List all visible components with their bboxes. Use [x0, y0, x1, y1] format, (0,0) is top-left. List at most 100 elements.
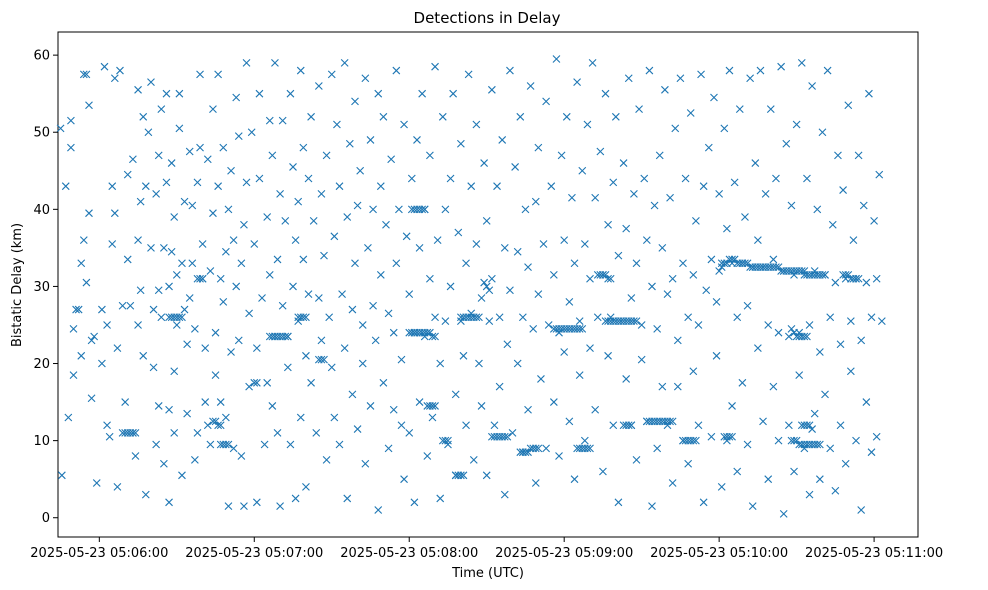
data-point-x-marker — [661, 85, 669, 94]
data-point-x-marker — [389, 328, 398, 337]
data-point-x-marker — [144, 128, 153, 137]
data-points — [56, 55, 886, 518]
data-point-x-marker — [490, 421, 499, 430]
data-point-x-marker — [549, 270, 558, 279]
data-point-x-marker — [85, 209, 93, 218]
data-point-x-marker — [265, 270, 274, 279]
data-point-x-marker — [252, 344, 261, 352]
data-point-x-marker — [103, 421, 111, 430]
data-point-x-marker — [524, 405, 532, 414]
data-point-x-marker — [214, 70, 223, 79]
data-point-x-marker — [774, 436, 783, 445]
data-point-x-marker — [134, 321, 142, 329]
data-point-x-marker — [180, 305, 189, 314]
data-point-x-marker — [493, 182, 501, 191]
data-point-x-marker — [309, 217, 318, 225]
data-point-x-marker — [77, 259, 86, 268]
data-point-x-marker — [619, 159, 628, 167]
data-point-x-marker — [299, 143, 308, 152]
data-point-x-marker — [480, 159, 489, 167]
data-point-x-marker — [348, 305, 357, 314]
data-point-x-marker — [136, 286, 145, 295]
data-point-x-marker — [283, 332, 292, 341]
data-point-x-marker — [110, 74, 119, 83]
data-point-x-marker — [725, 432, 734, 441]
data-point-x-marker — [648, 502, 656, 511]
data-point-x-marker — [400, 120, 408, 129]
data-point-x-marker — [327, 70, 336, 79]
data-point-x-marker — [407, 174, 416, 183]
data-point-x-marker — [593, 313, 602, 322]
data-point-x-marker — [325, 313, 334, 322]
data-point-x-marker — [743, 259, 752, 268]
data-point-x-marker — [165, 498, 173, 507]
data-point-x-marker — [805, 321, 814, 329]
data-point-x-marker — [766, 105, 775, 113]
data-point-x-marker — [862, 278, 871, 287]
data-point-x-marker — [583, 444, 592, 453]
data-point-x-marker — [725, 66, 734, 75]
data-point-x-marker — [283, 363, 292, 372]
data-point-x-marker — [209, 209, 217, 218]
data-point-x-marker — [299, 255, 308, 264]
data-point-x-marker — [196, 70, 204, 79]
data-point-x-marker — [867, 448, 876, 457]
data-point-x-marker — [175, 124, 184, 133]
data-point-x-marker — [431, 313, 439, 322]
data-point-x-marker — [599, 270, 607, 279]
data-point-x-marker — [547, 182, 556, 191]
data-point-x-marker — [175, 89, 184, 98]
data-point-x-marker — [513, 359, 522, 368]
data-point-x-marker — [364, 243, 372, 252]
data-point-x-marker — [668, 479, 677, 487]
data-point-x-marker — [738, 378, 747, 387]
data-point-x-marker — [178, 471, 186, 480]
data-point-x-marker — [353, 201, 362, 210]
data-point-x-marker — [797, 58, 806, 67]
data-point-x-marker — [216, 421, 225, 430]
data-point-x-marker — [753, 344, 762, 352]
data-point-x-marker — [90, 332, 99, 341]
data-point-x-marker — [630, 317, 638, 326]
data-point-x-marker — [746, 74, 755, 83]
data-point-x-marker — [586, 444, 594, 453]
data-point-x-marker — [846, 367, 855, 376]
data-point-x-marker — [397, 355, 406, 364]
data-point-x-marker — [216, 398, 225, 406]
data-point-x-marker — [149, 363, 158, 372]
data-point-x-marker — [431, 332, 439, 341]
data-point-x-marker — [803, 421, 811, 430]
data-point-x-marker — [800, 267, 809, 275]
data-point-x-marker — [221, 247, 230, 256]
data-point-x-marker — [495, 382, 504, 391]
data-point-x-marker — [431, 62, 439, 71]
data-point-x-marker — [456, 317, 465, 326]
data-point-x-marker — [831, 278, 840, 287]
data-point-x-marker — [178, 313, 186, 322]
data-point-x-marker — [648, 282, 656, 291]
data-point-x-marker — [356, 166, 365, 175]
data-point-x-marker — [857, 336, 866, 345]
data-point-x-marker — [152, 190, 161, 198]
data-point-x-marker — [271, 58, 279, 67]
data-point-x-marker — [790, 436, 798, 445]
data-point-x-marker — [748, 502, 757, 511]
data-point-x-marker — [382, 220, 390, 229]
data-point-x-marker — [369, 301, 377, 310]
data-point-x-marker — [715, 190, 724, 198]
data-point-x-marker — [599, 467, 607, 476]
data-point-x-marker — [743, 440, 752, 449]
x-tick-label: 2025-05-23 05:09:00 — [495, 546, 633, 561]
data-point-x-marker — [131, 429, 140, 437]
data-point-x-marker — [578, 324, 587, 333]
data-point-x-marker — [655, 151, 664, 160]
data-point-x-marker — [136, 197, 145, 206]
data-point-x-marker — [555, 452, 563, 460]
data-point-x-marker — [278, 301, 287, 310]
data-point-x-marker — [606, 274, 615, 283]
data-point-x-marker — [302, 313, 310, 322]
data-point-x-marker — [784, 421, 793, 430]
data-point-x-marker — [340, 58, 349, 67]
data-point-x-marker — [366, 402, 375, 410]
data-point-x-marker — [575, 324, 584, 333]
